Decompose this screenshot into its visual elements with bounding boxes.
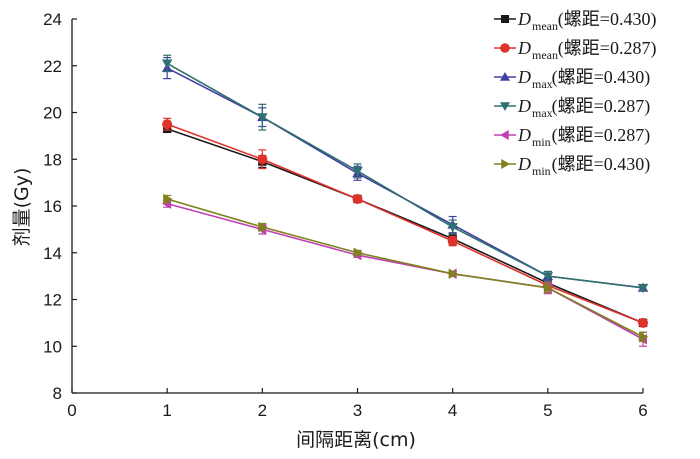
data-point (500, 43, 510, 53)
series-line (166, 202, 644, 340)
data-point (638, 317, 648, 328)
series-layer (161, 54, 649, 347)
legend-label-symbol: D (517, 96, 531, 116)
x-tick-label: 1 (162, 401, 171, 420)
series-3 (161, 56, 649, 292)
legend-label-subscript: min (532, 135, 551, 149)
legend-label-text: (螺距=0.430) (552, 67, 651, 88)
legend-label-symbol: D (517, 154, 531, 174)
series-4 (161, 54, 649, 294)
legend-label-text: (螺距=0.287) (552, 96, 651, 117)
legend-label-subscript: max (532, 106, 553, 120)
legend-label-text: (螺距=0.287) (558, 38, 657, 59)
legend-label-text: (螺距=0.430) (558, 9, 657, 30)
data-point (501, 15, 509, 23)
legend-label-symbol: D (517, 38, 531, 58)
data-point (500, 130, 509, 140)
data-point (163, 193, 173, 205)
series-2 (162, 117, 648, 328)
data-point (162, 119, 173, 130)
y-tick-label: 20 (43, 104, 62, 123)
data-point (501, 159, 510, 169)
data-point (500, 72, 510, 81)
data-point (500, 102, 510, 111)
x-axis-title: 间隔距离(cm) (296, 429, 416, 451)
x-tick-label: 5 (543, 401, 552, 420)
series-line (166, 123, 644, 324)
y-tick-label: 18 (43, 150, 62, 169)
series-line (166, 62, 644, 289)
series-line (166, 128, 644, 324)
data-point (637, 283, 649, 294)
data-point (639, 331, 649, 343)
legend-label-subscript: mean (532, 19, 558, 33)
x-tick-label: 2 (258, 401, 267, 420)
data-point (257, 154, 268, 165)
series-line (166, 198, 644, 338)
x-tick-label: 4 (448, 401, 457, 420)
data-point (542, 272, 554, 282)
y-tick-label: 14 (43, 244, 62, 263)
y-tick-label: 16 (43, 197, 62, 216)
y-tick-label: 12 (43, 291, 62, 310)
legend-label-symbol: D (517, 125, 531, 145)
data-point (447, 223, 458, 233)
x-tick-label: 6 (638, 401, 647, 420)
legend-label-subscript: max (532, 77, 553, 91)
y-tick-label: 10 (43, 337, 62, 356)
data-point (161, 59, 173, 69)
y-axis-title: 剂量(Gy) (11, 168, 33, 247)
series-6 (163, 193, 649, 343)
x-tick-label: 0 (67, 401, 76, 420)
y-tick-label: 8 (53, 384, 62, 403)
legend-label-subscript: mean (532, 48, 558, 62)
legend-label-symbol: D (517, 67, 531, 87)
legend-label-subscript: min (532, 164, 551, 178)
data-point (448, 268, 458, 280)
y-tick-label: 22 (43, 57, 62, 76)
data-point (543, 282, 554, 294)
x-tick-label: 3 (353, 401, 362, 420)
data-point (258, 221, 268, 233)
legend-label-text: (螺距=0.430) (552, 154, 651, 175)
legend-label-text: (螺距=0.287) (552, 125, 651, 146)
y-tick-label: 24 (43, 10, 62, 29)
data-point (447, 236, 458, 247)
data-point (352, 193, 363, 204)
data-point (257, 113, 268, 123)
data-point (352, 167, 363, 177)
legend-label-symbol: D (517, 9, 531, 29)
data-point (353, 247, 363, 258)
